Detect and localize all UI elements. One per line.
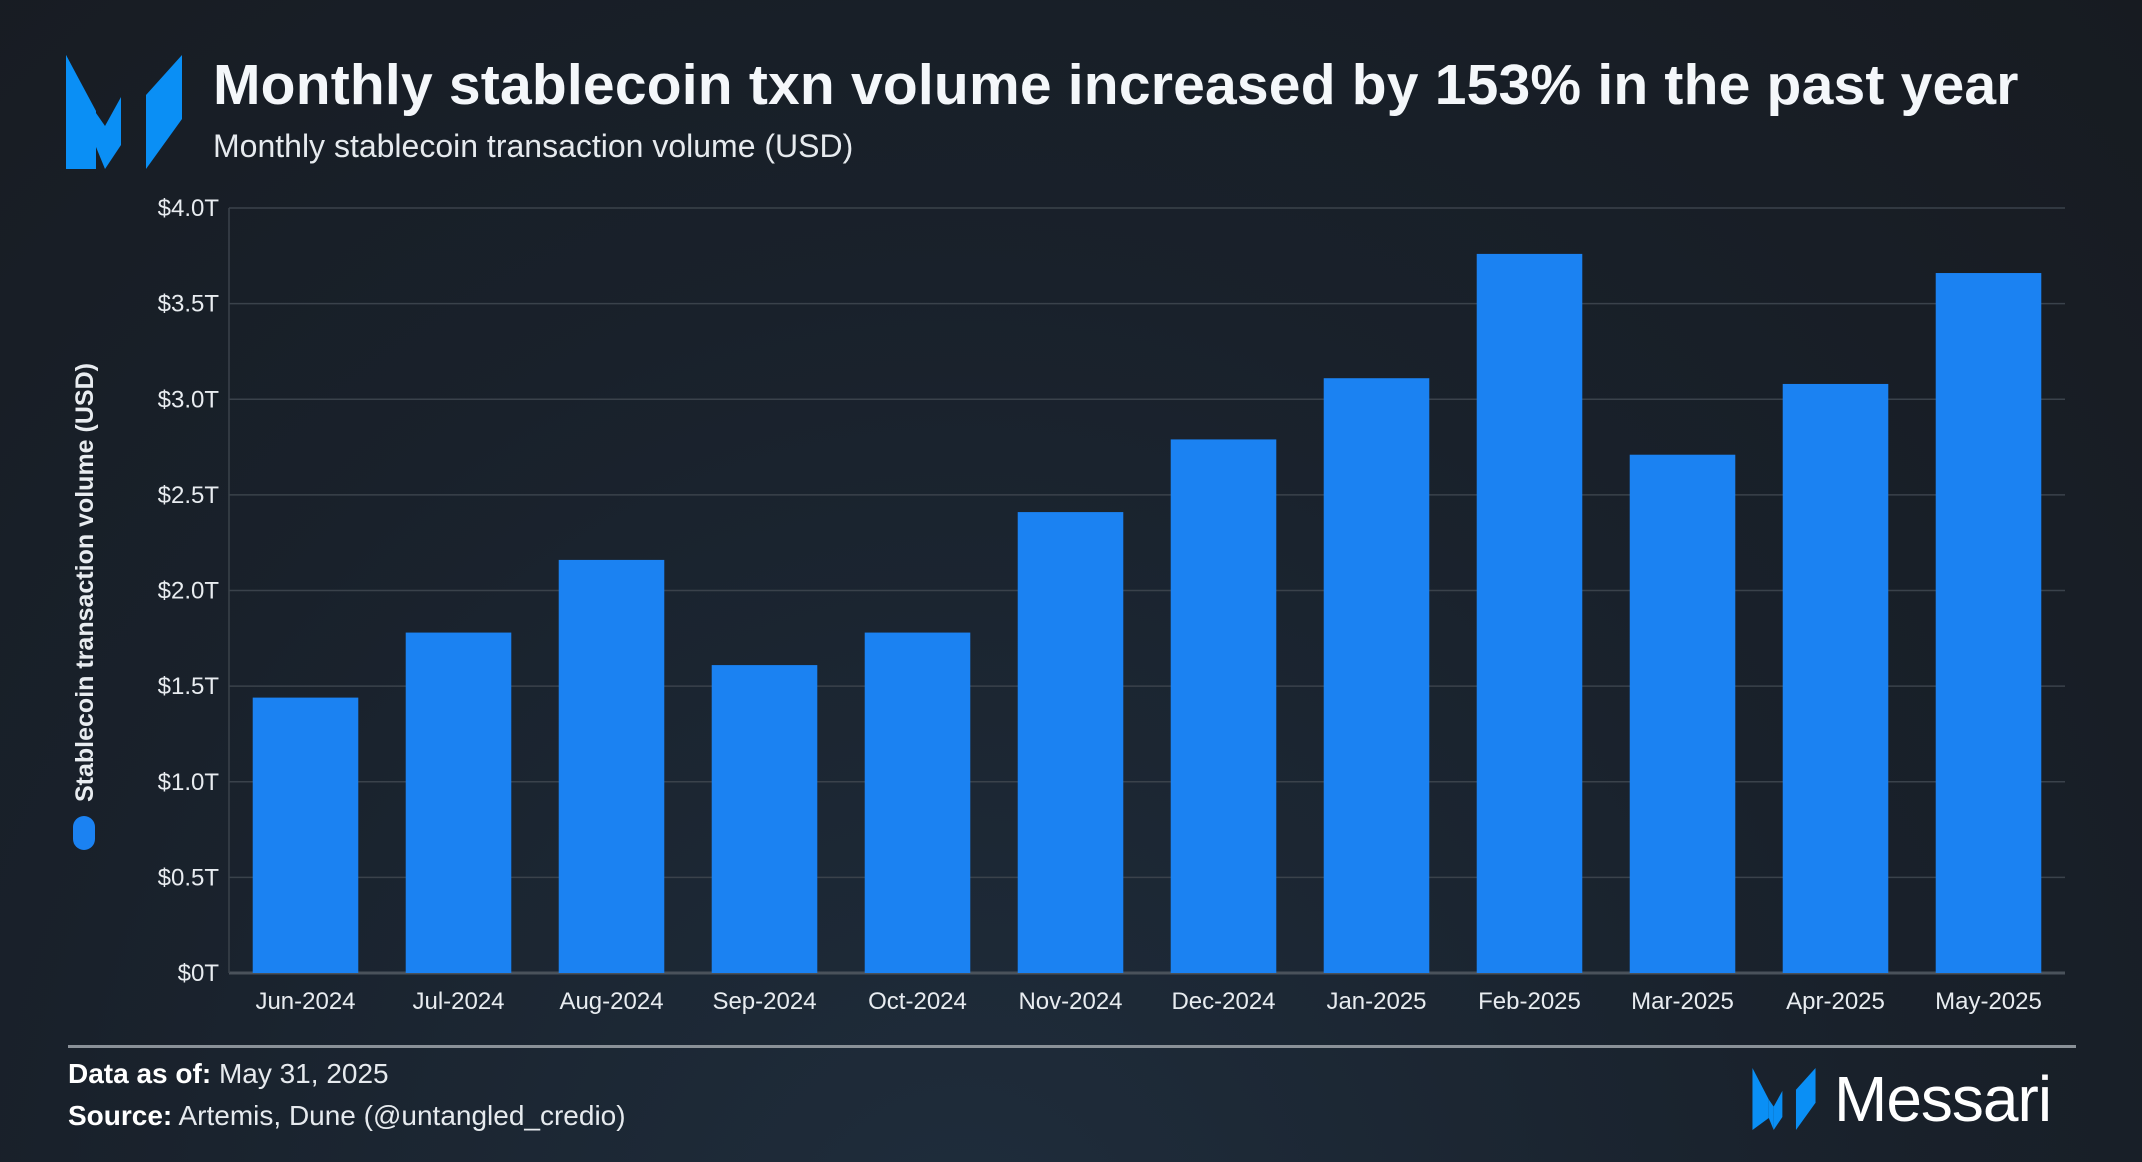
y-tick-label: $1.0T — [158, 769, 220, 796]
y-tick-label: $0T — [178, 960, 220, 987]
bar-oct-2024 — [864, 632, 971, 973]
y-tick-label: $1.5T — [158, 673, 220, 700]
x-tick-label: Feb-2025 — [1478, 988, 1581, 1015]
bar-aug-2024 — [558, 559, 665, 973]
bar-jan-2025 — [1323, 378, 1430, 973]
data-as-of-value: May 31, 2025 — [218, 1058, 389, 1089]
y-axis-legend: Stablecoin transaction volume (USD) — [71, 363, 99, 850]
source: Source: Artemis, Dune (@untangled_credio… — [68, 1100, 626, 1132]
x-tick-label: Mar-2025 — [1631, 988, 1734, 1015]
bar-nov-2024 — [1017, 512, 1124, 973]
brand-name: Messari — [1834, 1063, 2052, 1135]
legend-swatch — [73, 816, 95, 850]
data-as-of: Data as of: May 31, 2025 — [68, 1058, 389, 1090]
y-tick-label: $3.5T — [158, 291, 220, 318]
bar-apr-2025 — [1782, 383, 1889, 973]
brand: Messari — [1752, 1062, 2052, 1136]
x-tick-label: Jun-2024 — [255, 988, 355, 1015]
y-tick-label: $2.0T — [158, 578, 220, 605]
grid-lines — [228, 207, 2065, 975]
data-as-of-label: Data as of: — [68, 1058, 212, 1089]
bar-sep-2024 — [711, 665, 818, 973]
bars — [252, 253, 2042, 974]
x-tick-label: May-2025 — [1935, 988, 2042, 1015]
messari-brand-icon — [1752, 1068, 1816, 1130]
bar-feb-2025 — [1476, 253, 1583, 973]
x-tick-label: Aug-2024 — [559, 988, 663, 1015]
messari-logo-icon — [66, 55, 182, 169]
x-tick-label: Nov-2024 — [1018, 988, 1122, 1015]
x-tick-labels: Jun-2024 Jul-2024 Aug-2024 Sep-2024 Oct-2024… — [255, 988, 2041, 1015]
bar-may-2025 — [1935, 273, 2042, 973]
chart-title: Monthly stablecoin txn volume increased … — [213, 53, 2019, 117]
bar-jun-2024 — [252, 697, 359, 973]
y-tick-label: $2.5T — [158, 482, 220, 509]
x-tick-label: Apr-2025 — [1786, 988, 1885, 1015]
bar-jul-2024 — [405, 632, 512, 973]
y-tick-label: $0.5T — [158, 864, 220, 891]
x-tick-label: Jan-2025 — [1326, 988, 1426, 1015]
bar-mar-2025 — [1629, 454, 1736, 973]
x-tick-label: Dec-2024 — [1171, 988, 1275, 1015]
y-tick-label: $3.0T — [158, 386, 220, 413]
chart-subtitle: Monthly stablecoin transaction volume (U… — [213, 128, 854, 164]
y-axis-label: Stablecoin transaction volume (USD) — [71, 363, 99, 802]
x-tick-label: Sep-2024 — [712, 988, 816, 1015]
y-tick-labels: $0T $0.5T $1.0T $1.5T $2.0T $2.5T $3.0T $3.5T $4… — [158, 195, 220, 987]
footer-divider — [68, 1045, 2076, 1048]
source-value: Artemis, Dune (@untangled_credio) — [178, 1100, 626, 1131]
source-label: Source: — [68, 1100, 173, 1131]
bar-dec-2024 — [1170, 439, 1277, 974]
x-tick-label: Oct-2024 — [868, 988, 967, 1015]
x-tick-label: Jul-2024 — [412, 988, 504, 1015]
y-tick-label: $4.0T — [158, 195, 220, 222]
